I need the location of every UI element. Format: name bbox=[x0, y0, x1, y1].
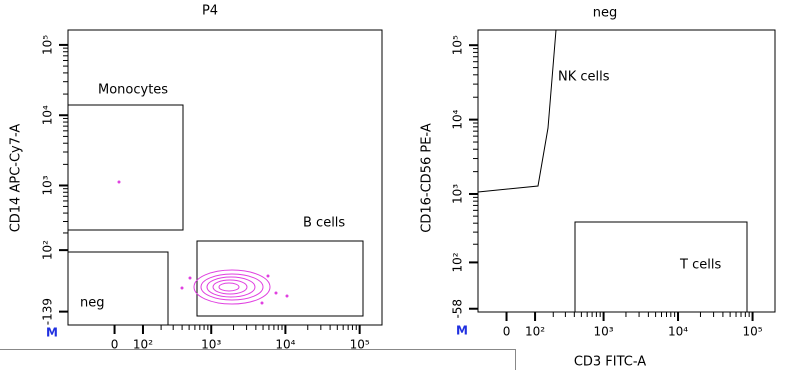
x-tick-label: 10³ bbox=[201, 338, 221, 352]
gate bbox=[574, 221, 748, 312]
x-tick-label: 10⁴ bbox=[668, 325, 688, 339]
x-tick-label: 10⁴ bbox=[275, 338, 295, 352]
y-tick-label: 10² bbox=[41, 240, 55, 260]
overlay-window bbox=[0, 349, 515, 370]
gate bbox=[477, 29, 557, 193]
axis-marker: M bbox=[456, 324, 468, 338]
gate-label: NK cells bbox=[558, 70, 610, 85]
gate-label: Monocytes bbox=[98, 83, 168, 98]
gate bbox=[196, 240, 364, 317]
x-tick-label: 10² bbox=[525, 325, 545, 339]
gate bbox=[68, 251, 169, 325]
y-tick-label: 10⁴ bbox=[41, 105, 55, 125]
y-tick-label: 10⁴ bbox=[451, 109, 465, 129]
plot-title: P4 bbox=[202, 4, 218, 19]
y-axis-title: CD14 APC-Cy7-A bbox=[9, 124, 24, 233]
y-tick-label: -139 bbox=[41, 298, 55, 325]
y-tick-label: 10³ bbox=[41, 175, 55, 195]
x-tick-label: 10³ bbox=[594, 325, 614, 339]
y-tick-label: 10⁵ bbox=[41, 35, 55, 55]
y-axis-title: CD16-CD56 PE-A bbox=[420, 123, 435, 233]
x-tick-label: 10⁵ bbox=[350, 338, 370, 352]
x-axis-title: CD3 FITC-A bbox=[574, 355, 646, 370]
population-contour bbox=[117, 180, 289, 305]
x-tick-label: 10⁵ bbox=[743, 325, 763, 339]
gate-label: B cells bbox=[303, 216, 345, 231]
gate-label: neg bbox=[80, 296, 105, 311]
axis-marker: M bbox=[46, 326, 58, 340]
gate-label: T cells bbox=[679, 258, 721, 273]
x-tick-label: 0 bbox=[111, 338, 119, 352]
x-tick-label: 0 bbox=[503, 325, 511, 339]
y-tick-label: 10⁵ bbox=[451, 35, 465, 55]
gate bbox=[67, 104, 184, 231]
plot-frame bbox=[477, 29, 776, 313]
plot-title: neg bbox=[593, 6, 618, 21]
y-tick-label: 10³ bbox=[451, 184, 465, 204]
y-tick-label: -58 bbox=[451, 299, 465, 319]
x-tick-label: 10² bbox=[133, 338, 153, 352]
y-tick-label: 10² bbox=[451, 252, 465, 272]
